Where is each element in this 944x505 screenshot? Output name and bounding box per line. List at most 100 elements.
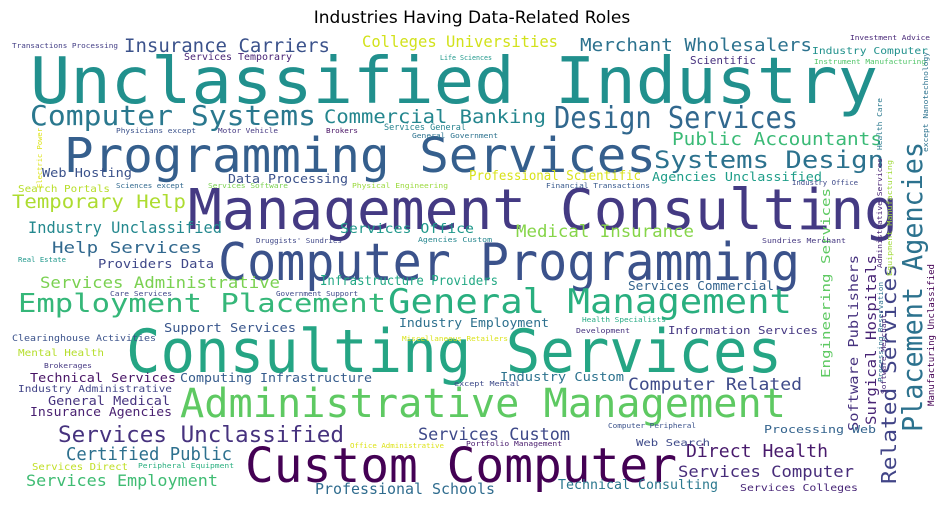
word-search-portals: Search Portals [18,184,110,195]
word-services-office: Services Office [340,222,474,237]
word-technical-consulting: Technical Consulting [558,478,718,493]
word-mental-health: Mental Health [18,348,104,359]
word-public-accountants: Public Accountants [672,129,882,150]
word-infrastructure-providers: Infrastructure Providers [320,274,498,289]
word-services-colleges: Services Colleges [740,483,858,494]
word-placement-agencies: Placement Agencies [896,142,929,432]
word-transactions-processing: Transactions Processing [12,42,118,50]
word-peripheral-equipment: Peripheral Equipment [138,462,234,470]
word-government-support: Government Support [276,290,358,298]
word-life-sciences: Life Sciences [440,54,492,62]
word-financial-transactions: Financial Transactions [546,182,650,190]
word-information-services: Information Services [668,324,818,337]
word-sundries-merchant: Sundries Merchant [762,237,846,245]
word-custom-computer: Custom Computer [245,438,677,494]
word-agencies-unclassified: Agencies Unclassified [652,170,822,184]
word-systems-design: Systems Design [654,146,884,174]
word-services-computer: Services Computer [678,462,854,481]
word-engineering-services: Engineering Services [819,188,833,378]
word-services-unclassified: Services Unclassified [58,423,344,448]
word-services-employment: Services Employment [26,471,218,490]
word-software-merchant: Software Merchant [880,314,888,394]
word-insurance-agencies: Insurance Agencies [30,405,172,419]
word-investment-advice: Investment Advice [850,34,930,42]
word-industry-computer: Industry Computer [812,46,928,57]
word-motor-vehicle: Motor Vehicle [218,127,278,135]
word-general-medical: General Medical [48,394,170,408]
word-surgical-hospitals: Surgical Hospitals [864,255,880,425]
word-computer-programming: Computer Programming [218,233,800,293]
word-clearinghouse-activities: Clearinghouse Activities [12,334,156,344]
word-manufacturing-unclassified: Manufacturing Unclassified [927,264,937,406]
chart-title: Industries Having Data-Related Roles [313,8,631,28]
word-computer-systems: Computer Systems [30,99,316,132]
word-health-specialists: Health Specialists [582,316,666,324]
word-services-administrative: Services Administrative [40,273,280,292]
word-certified-public: Certified Public [66,444,232,465]
word-administrative-services: Administrative Services [876,158,884,268]
word-medical-insurance: Medical Insurance [516,222,694,242]
word-software-publishers: Software Publishers [847,255,862,431]
word-consulting-services: Consulting Services [126,317,782,387]
word-technical-services: Technical Services [30,371,176,385]
word-services-commercial: Services Commercial [628,279,774,293]
word-computing-infrastructure: Computing Infrastructure [180,371,372,385]
word-web-hosting: Web Hosting [42,166,132,180]
word-miscellaneous-retailers: Miscellaneous Retailers [402,335,508,343]
word-processing-web: Processing Web [764,423,876,436]
word-development: Development [576,327,630,335]
word-computer-peripheral: Computer Peripheral [608,422,696,430]
word-programming-services: Programming Services [64,128,656,184]
word-industry-unclassified: Industry Unclassified [28,218,222,237]
word-management-consulting: Management Consulting [188,178,898,243]
word-instrument-manufacturing: Instrument Manufacturing [814,58,926,66]
word-industry-administrative: Industry Administrative [18,384,172,395]
word-except-mental: except Mental [454,380,520,388]
word-unclassified-industry: Unclassified Industry [30,45,878,119]
word-services-temporary: Services Temporary [184,52,292,63]
word-insurance-carriers: Insurance Carriers [124,35,330,57]
word-services-custom: Services Custom [418,425,570,445]
word-agencies-custom: Agencies Custom [418,236,492,244]
word-administrative-management: Administrative Management [180,381,786,427]
word-providers-data: Providers Data [98,257,214,271]
word-equipment-manufacturing: Equipment Manufacturing [886,160,894,276]
word-data-processing: Data Processing [228,172,348,186]
word-temporary-help: Temporary Help [12,191,186,213]
word-help-services: Help Services [52,238,202,257]
word-design-services: Design Services [554,101,798,136]
word-industry-office: Industry Office [792,179,858,187]
word-general-government: General Government [412,132,498,140]
word-care-services: Care Services [110,290,172,298]
word-commercial-banking: Commercial Banking [324,106,546,128]
word-industry-custom: Industry Custom [500,370,624,384]
word-services-software: Services Software [208,182,288,190]
word-druggists-sundries: Druggists' Sundries [256,237,342,245]
word-services-general: Services General [384,123,466,133]
word-except-nanotechnology: except Nanotechnology [922,52,930,152]
word-computer-related: Computer Related [628,375,802,395]
word-real-estate: Real Estate [18,256,66,264]
word-web-search: Web Search [636,438,710,449]
word-processing-reservation: Processing Reservation [877,282,885,382]
word-direct-health: Direct Health [686,441,828,462]
word-related-services: Related Services [877,264,901,484]
word-portfolio-management: Portfolio Management [466,440,562,448]
word-merchant-wholesalers: Merchant Wholesalers [580,35,812,56]
word-electric-power: Electric Power [36,128,44,188]
word-industry-employment: Industry Employment [399,316,549,330]
word-sciences-except: Sciences except [116,182,184,190]
word-colleges-universities: Colleges Universities [362,32,558,51]
word-professional-scientific: Professional Scientific [469,169,641,184]
word-professional-schools: Professional Schools [315,480,495,498]
word-general-management: General Management [388,282,792,322]
word-health-care: Health Care [876,98,884,150]
word-support-services: Support Services [164,321,296,335]
word-physicians-except: Physicians except [116,127,196,135]
word-services-direct: Services Direct [32,462,128,473]
word-brokerages: Brokerages [44,362,92,370]
word-office-administrative: Office Administrative [350,442,444,450]
word-employment-placement: Employment Placement [18,289,386,319]
word-scientific: Scientific [690,54,756,67]
